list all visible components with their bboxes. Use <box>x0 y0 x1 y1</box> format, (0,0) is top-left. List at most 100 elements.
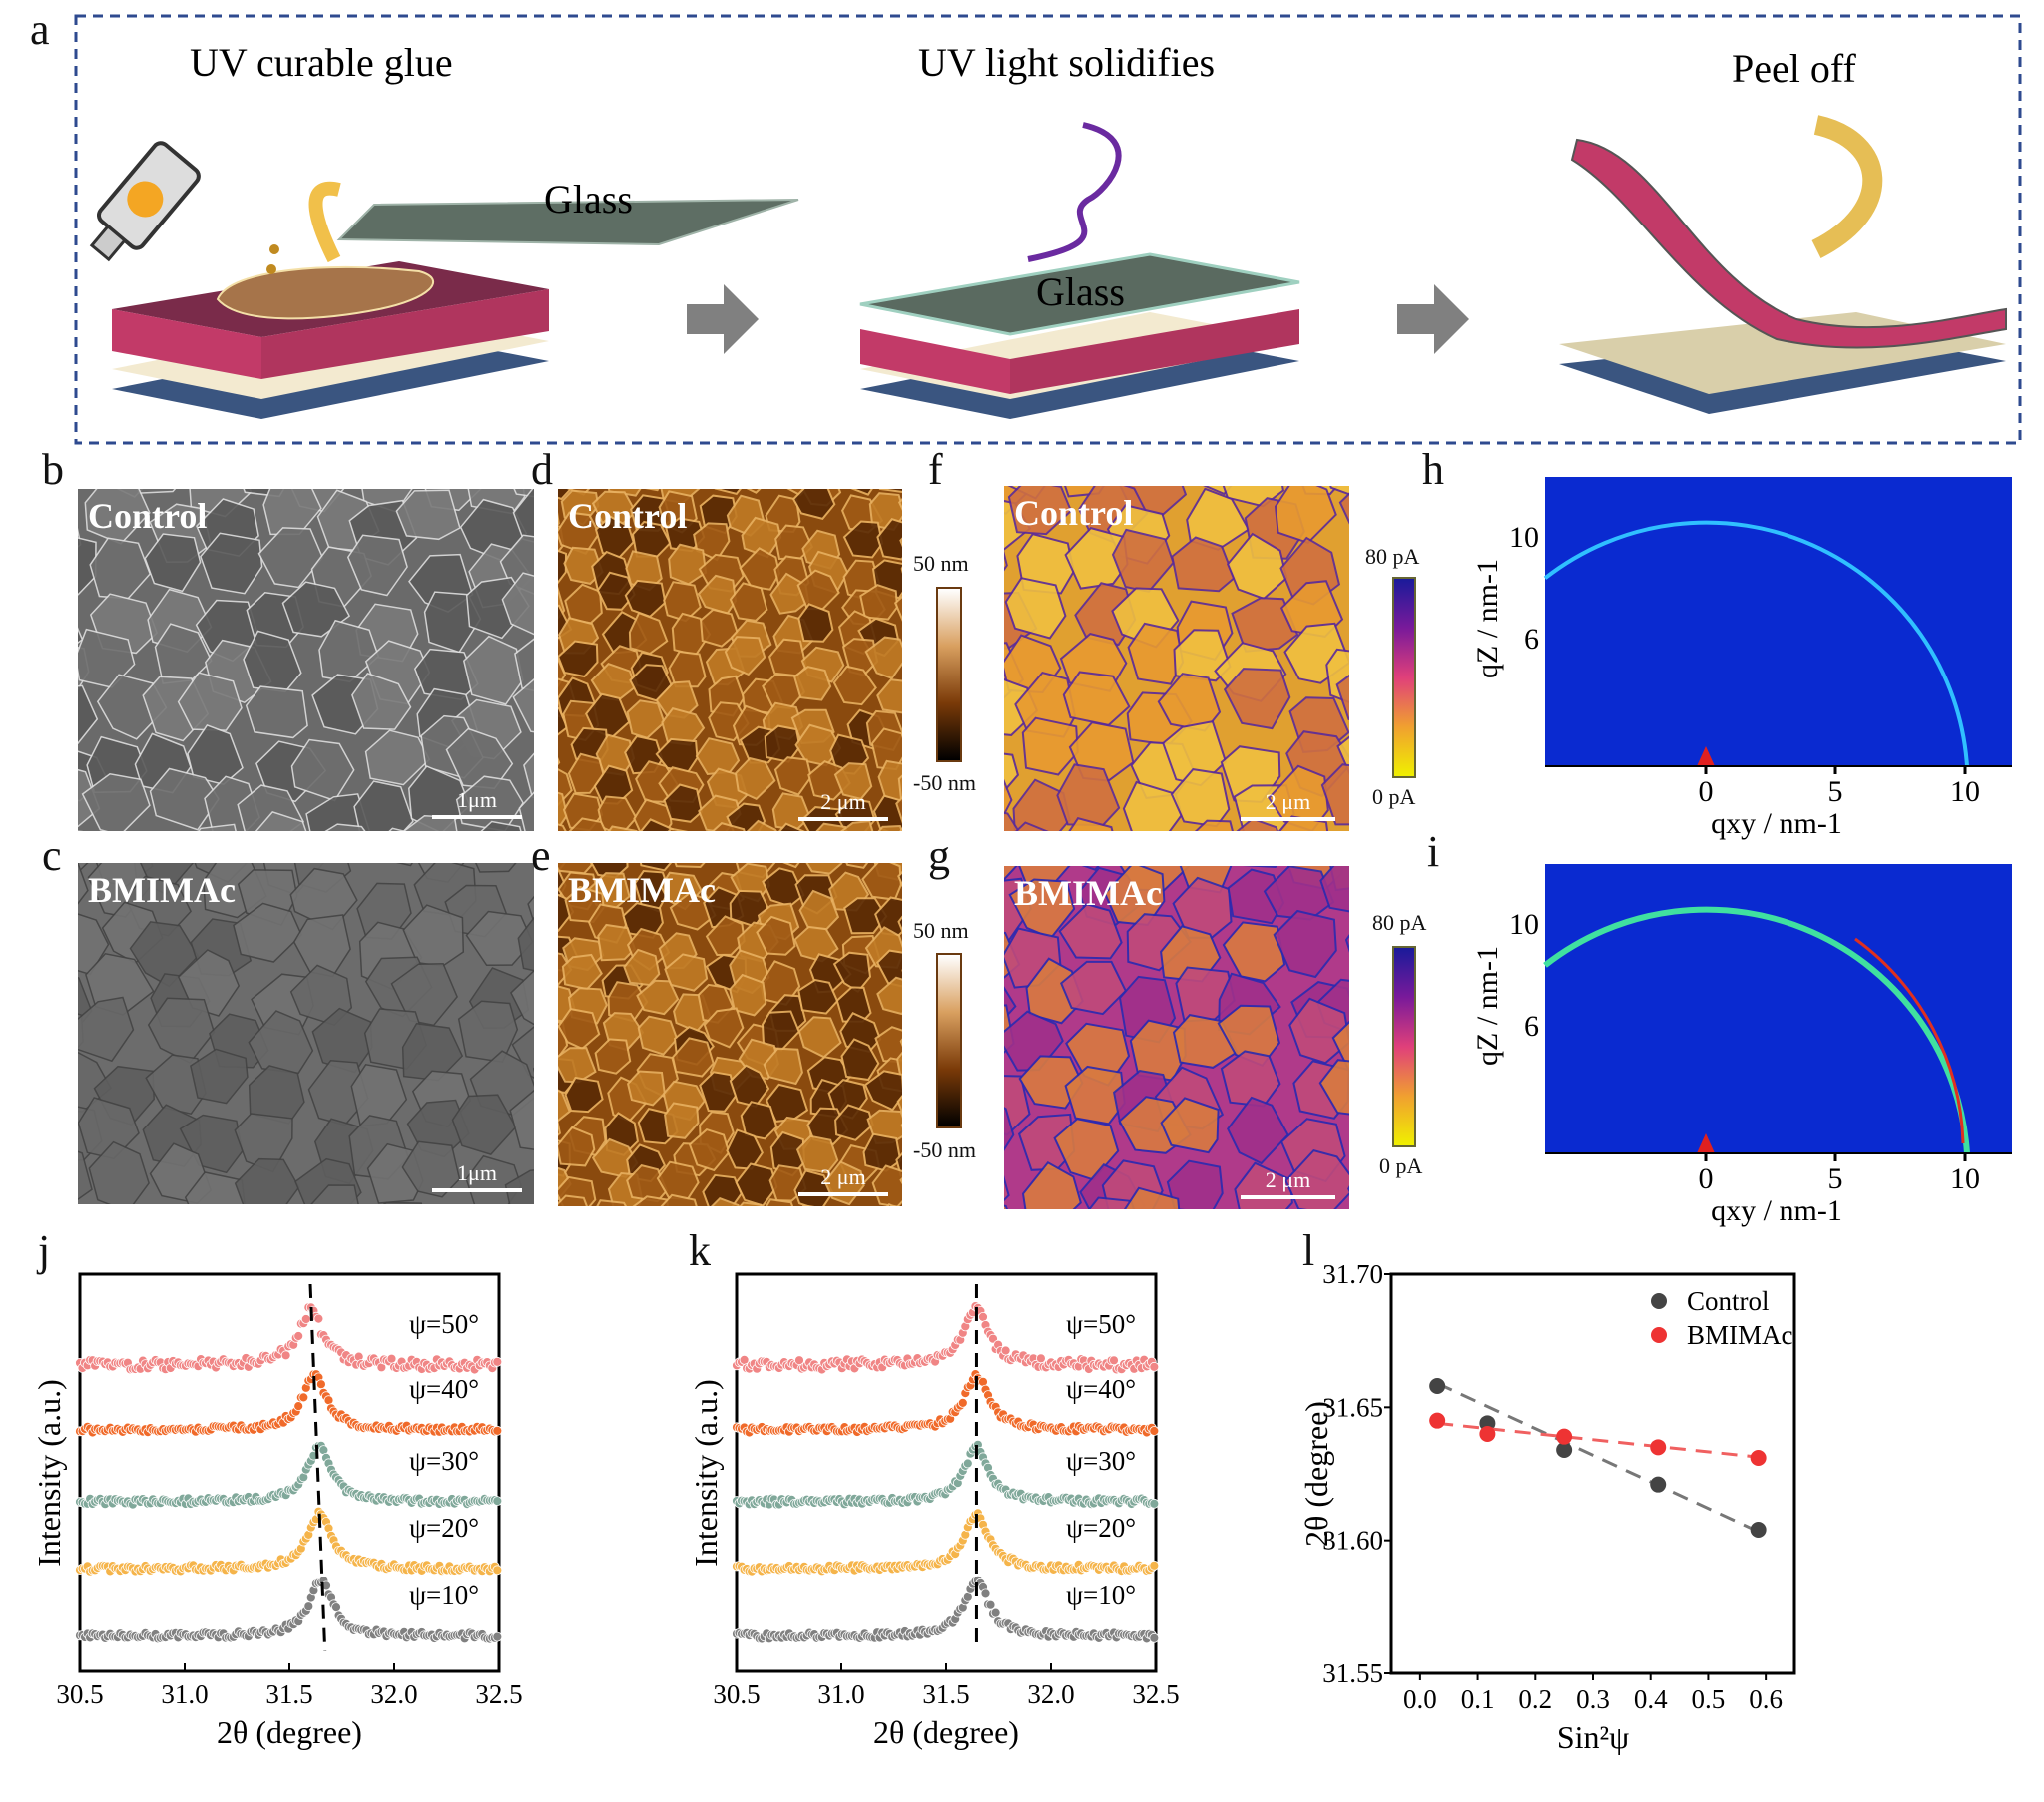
grain <box>840 1038 880 1082</box>
data-point <box>492 1631 503 1642</box>
grain <box>517 916 534 972</box>
data-point <box>386 1353 397 1364</box>
y-axis-label: qZ / nm-1 <box>1471 946 1504 1066</box>
grain <box>518 791 534 831</box>
grain <box>674 863 706 869</box>
grain <box>1015 821 1049 831</box>
grain <box>740 1101 778 1140</box>
grain <box>1064 1065 1126 1126</box>
grain <box>149 767 220 831</box>
legend-label: Control <box>1687 1286 1770 1316</box>
x-tick-label: 32.5 <box>1132 1679 1179 1709</box>
grain <box>558 489 573 501</box>
legend-label: BMIMAc <box>1687 1320 1793 1350</box>
grain <box>895 796 902 824</box>
grain <box>558 1126 596 1167</box>
image-title: BMIMAc <box>568 870 716 910</box>
grain <box>1288 997 1349 1065</box>
panel-label-f: f <box>928 445 943 494</box>
grain <box>1127 622 1185 685</box>
grain <box>724 636 766 676</box>
grain <box>1338 492 1349 525</box>
data-point <box>298 1392 309 1403</box>
grain <box>1236 817 1279 831</box>
grain <box>876 976 902 1016</box>
grain <box>1004 1107 1015 1151</box>
x-tick-label: 0.1 <box>1461 1684 1495 1714</box>
grain <box>714 489 742 496</box>
grain <box>475 863 517 873</box>
grain <box>1126 913 1192 972</box>
grain <box>1337 827 1349 831</box>
grain <box>382 1201 423 1204</box>
grain <box>509 1089 534 1150</box>
data-point <box>1750 1522 1767 1538</box>
grain <box>839 820 874 831</box>
grain <box>563 546 604 585</box>
grain <box>78 830 83 831</box>
grain <box>607 825 638 831</box>
x-tick-label: 0.5 <box>1692 1684 1726 1714</box>
grain <box>527 895 534 925</box>
series-1 <box>732 1575 1160 1644</box>
x-axis-label: Sin²ψ <box>1557 1719 1629 1755</box>
grain <box>897 774 902 804</box>
grain <box>597 923 637 962</box>
step2-label: UV light solidifies <box>918 40 1215 85</box>
grain <box>797 603 834 643</box>
schematic-diagram: Glass UV curable glue Glass UV light sol… <box>74 14 2022 445</box>
diffraction-ring <box>1543 520 1969 767</box>
cafm-image-control: Control 2 μm <box>1004 486 1349 831</box>
grain <box>876 678 902 714</box>
panel-label-h: h <box>1422 445 1444 494</box>
colorbar-min-label: -50 nm <box>913 770 976 795</box>
grain <box>558 640 599 678</box>
grain-texture <box>558 863 902 1206</box>
data-point <box>957 1397 968 1408</box>
x-axis-label: 2θ (degree) <box>873 1714 1019 1750</box>
grain <box>89 537 152 600</box>
grain <box>78 684 99 744</box>
grain <box>711 821 746 831</box>
data-point <box>1650 1476 1667 1493</box>
height-colorbar-2 <box>936 953 962 1128</box>
grain <box>864 636 902 680</box>
data-point <box>1149 1632 1160 1643</box>
grain <box>1336 735 1349 776</box>
grain <box>1123 1186 1181 1209</box>
grain <box>886 1202 896 1206</box>
step3-label: Peel off <box>1732 46 1856 91</box>
y-axis-label: Intensity (a.u.) <box>688 1379 724 1567</box>
grain <box>1320 763 1349 826</box>
x-tick-label: 31.5 <box>265 1679 312 1709</box>
grain <box>627 1070 666 1107</box>
glass-label-2: Glass <box>1036 269 1125 314</box>
data-point <box>492 1356 503 1367</box>
data-point <box>1556 1428 1573 1445</box>
diffraction-ring <box>1543 906 1970 1154</box>
data-point <box>962 1458 973 1469</box>
grain <box>639 863 673 872</box>
current-colorbar-2 <box>1392 946 1416 1147</box>
grain <box>1004 1174 1010 1202</box>
grain <box>663 783 703 823</box>
grain <box>1021 716 1079 776</box>
grain <box>144 533 202 593</box>
x-tick-label: 0.2 <box>1518 1684 1552 1714</box>
grain <box>863 1070 902 1112</box>
grain <box>190 1048 249 1105</box>
grain <box>78 863 89 905</box>
xrd-chart-bmimac: 30.5 31.0 31.5 32.0 32.5 2θ (degree) Intensity… <box>688 1272 1180 1750</box>
series-label: ψ=50° <box>409 1309 479 1339</box>
grain <box>899 537 902 548</box>
grain <box>1025 957 1084 1025</box>
panel-label-j: j <box>38 1226 51 1275</box>
grain <box>660 1193 698 1206</box>
grain <box>596 1199 628 1206</box>
grain <box>501 572 534 636</box>
grain <box>596 571 636 611</box>
grain <box>564 583 603 625</box>
grain <box>1016 533 1075 595</box>
grain <box>897 915 902 934</box>
image-title: Control <box>1014 493 1134 533</box>
